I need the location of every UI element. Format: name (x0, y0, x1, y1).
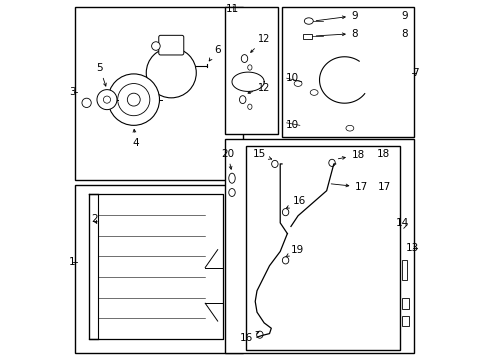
Text: 17: 17 (377, 182, 390, 192)
Ellipse shape (282, 208, 288, 216)
Ellipse shape (241, 55, 247, 63)
Ellipse shape (328, 159, 335, 166)
Text: 19: 19 (285, 245, 304, 257)
Ellipse shape (345, 125, 353, 131)
Text: 18: 18 (376, 149, 389, 159)
Bar (282, 7, 413, 137)
Bar (224, 139, 413, 353)
Text: 10: 10 (285, 120, 299, 130)
Text: 18: 18 (338, 150, 364, 160)
Text: 14: 14 (395, 218, 408, 228)
Text: 12: 12 (250, 34, 270, 52)
Bar (75, 185, 242, 353)
Text: 13: 13 (405, 243, 418, 253)
Text: 9: 9 (401, 11, 407, 21)
Text: 20: 20 (221, 149, 234, 169)
Circle shape (103, 96, 110, 103)
Ellipse shape (146, 48, 196, 98)
Text: 9: 9 (316, 11, 358, 21)
Ellipse shape (309, 90, 317, 95)
Bar (246, 146, 399, 350)
Text: 12: 12 (247, 83, 270, 94)
Text: 6: 6 (209, 45, 220, 61)
Bar (89, 194, 98, 339)
Ellipse shape (304, 18, 313, 24)
Bar (401, 298, 408, 309)
Ellipse shape (228, 189, 235, 197)
Bar (75, 7, 242, 180)
Text: 16: 16 (239, 332, 259, 343)
Text: 16: 16 (286, 197, 305, 208)
Text: 5: 5 (96, 63, 106, 86)
Bar (401, 260, 406, 280)
Text: 8: 8 (401, 28, 407, 39)
Text: 3: 3 (69, 87, 75, 98)
Ellipse shape (282, 257, 288, 264)
Ellipse shape (239, 96, 245, 104)
Bar (224, 7, 278, 134)
Bar (303, 33, 312, 39)
Text: 4: 4 (132, 129, 139, 148)
Circle shape (151, 42, 160, 50)
Text: 2: 2 (91, 214, 97, 224)
Text: 8: 8 (316, 28, 358, 39)
Text: 7: 7 (411, 68, 418, 78)
Circle shape (82, 98, 91, 108)
Ellipse shape (294, 81, 302, 86)
Ellipse shape (247, 65, 251, 70)
Text: 11: 11 (225, 4, 239, 14)
Bar (401, 316, 408, 327)
Ellipse shape (256, 331, 263, 338)
Ellipse shape (247, 104, 251, 109)
Text: 15: 15 (252, 149, 271, 159)
Circle shape (97, 90, 117, 110)
Text: 17: 17 (330, 182, 368, 192)
Ellipse shape (228, 173, 235, 183)
Ellipse shape (271, 160, 278, 167)
Text: 10: 10 (285, 73, 299, 83)
Circle shape (118, 84, 149, 116)
FancyBboxPatch shape (159, 35, 183, 55)
Text: 1: 1 (69, 257, 75, 267)
Circle shape (108, 74, 159, 125)
Circle shape (127, 93, 140, 106)
